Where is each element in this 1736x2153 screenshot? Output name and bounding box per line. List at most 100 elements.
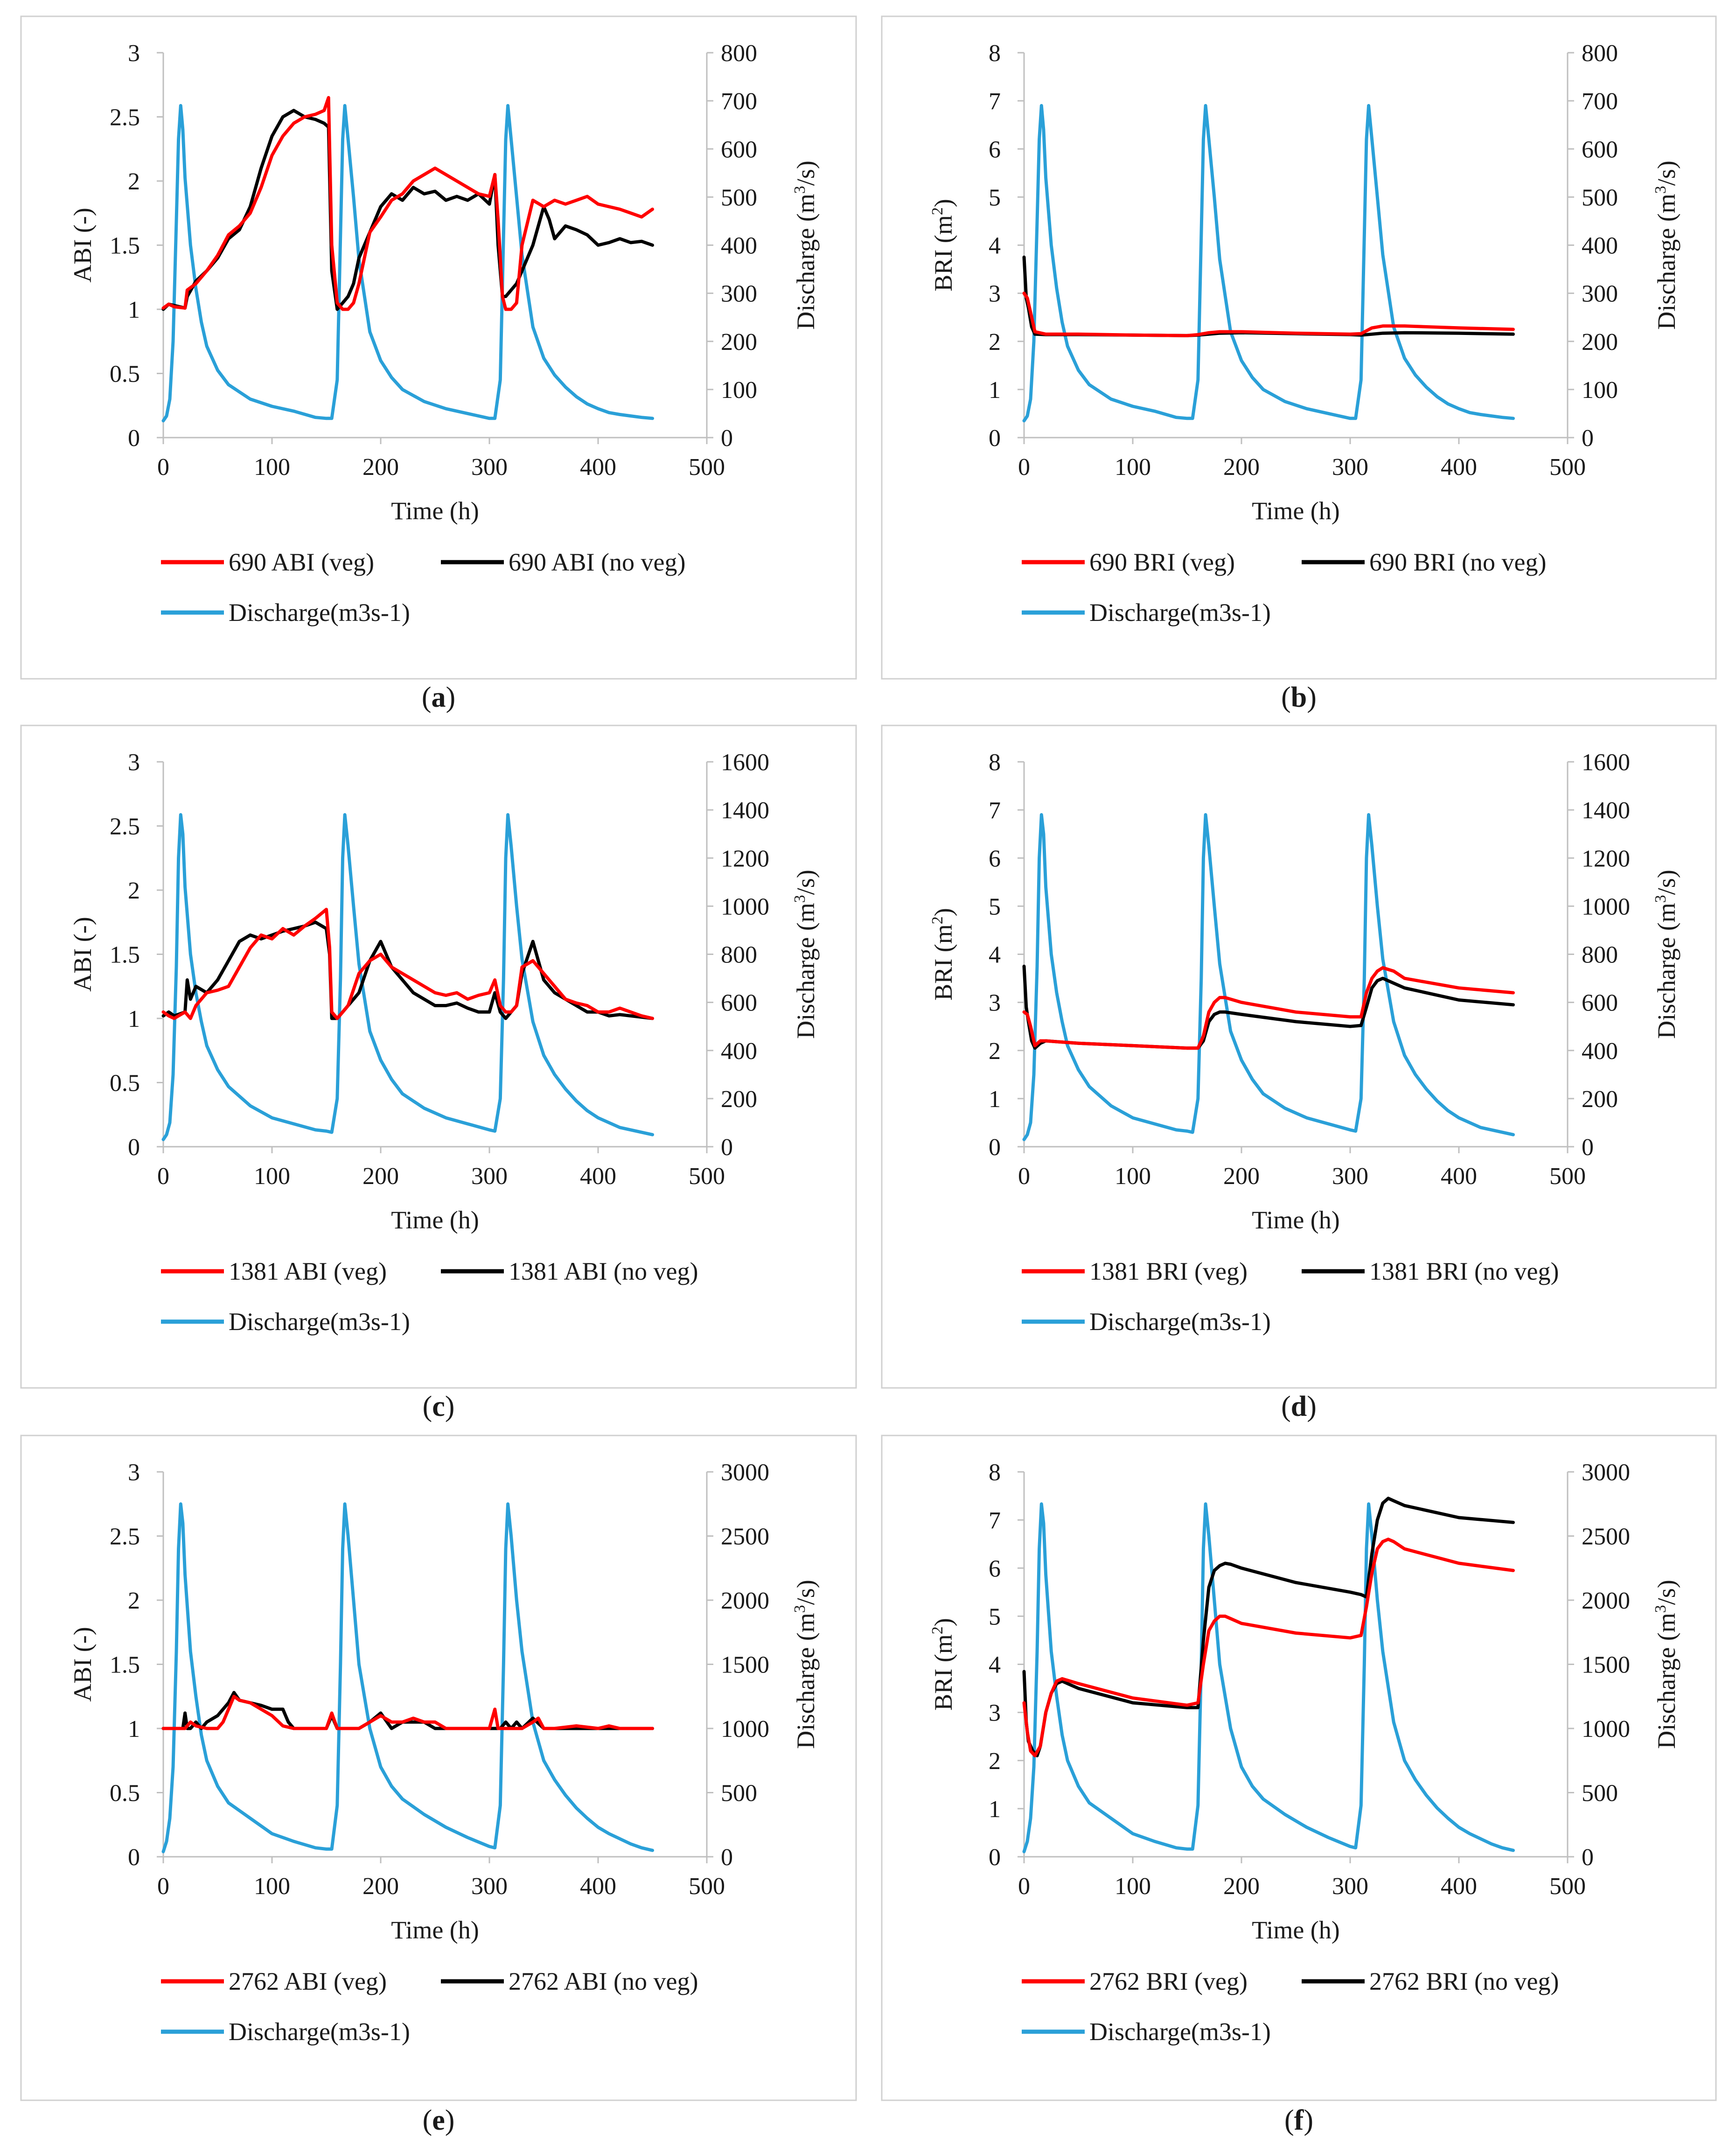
left-tick-label: 0.5 (110, 1070, 140, 1097)
right-title-main: Discharge (m (792, 194, 820, 329)
x-tick-label: 500 (689, 1163, 725, 1190)
left-axis-title: BRI (m2) (929, 908, 957, 1001)
right-title-main: Discharge (m (792, 1613, 820, 1749)
x-tick-label: 500 (1549, 1873, 1586, 1900)
panel-frame (20, 1435, 857, 2101)
right-axis-title: Discharge (m3/s) (1652, 1580, 1680, 1749)
left-tick-label: 8 (989, 40, 1001, 67)
left-tick-label: 4 (989, 942, 1001, 969)
right-tick-label: 400 (721, 233, 757, 259)
caption-paren: ( (1281, 682, 1291, 713)
panel-b: 0 1 2 3 4 5 6 7 8 0 100 200 300 400 500 600 700 800 0 100 20… (881, 15, 1717, 680)
right-tick-label: 600 (721, 136, 757, 163)
x-tick-label: 400 (580, 1163, 616, 1190)
right-title-end: /s) (792, 870, 820, 895)
left-tick-label: 1 (128, 1716, 140, 1742)
left-title-main: BRI (m (929, 1634, 957, 1711)
x-axis-title: Time (h) (391, 1916, 479, 1944)
left-tick-label: 0 (989, 1134, 1001, 1161)
left-tick-label: 1 (128, 1006, 140, 1032)
series-discharge-line (1022, 1502, 1515, 1853)
right-title-sup: 3 (1652, 186, 1669, 194)
x-tick-label: 300 (1332, 1163, 1368, 1190)
x-axis-title: Time (h) (1252, 1206, 1340, 1234)
panel-caption-f: (f) (1284, 2104, 1313, 2136)
left-tick-label: 1 (989, 1086, 1001, 1113)
left-tick-label: 3 (989, 281, 1001, 307)
right-tick-label: 800 (721, 40, 757, 67)
right-tick-label: 200 (721, 329, 757, 355)
series-veg-line (161, 96, 654, 311)
legend-label: 1381 ABI (veg) (229, 1257, 387, 1285)
x-tick-label: 500 (1549, 1163, 1586, 1190)
caption-paren: ) (1304, 2104, 1313, 2136)
series-discharge-line (161, 1502, 654, 1853)
caption-paren: ( (422, 682, 432, 713)
caption-letter: f (1294, 2104, 1304, 2136)
left-tick-label: 5 (989, 893, 1001, 920)
left-tick-label: 6 (989, 1555, 1001, 1582)
right-tick-label: 200 (1582, 329, 1618, 355)
left-tick-label: 2 (989, 1038, 1001, 1065)
panel-caption-c: (c) (423, 1391, 455, 1422)
left-axis-title: ABI (-) (69, 1627, 97, 1701)
panel-frame (20, 725, 857, 1389)
right-tick-label: 300 (721, 281, 757, 307)
left-title-end: ) (929, 199, 957, 207)
legend-label: 690 BRI (veg) (1089, 548, 1235, 576)
series-veg-line (1022, 966, 1515, 1050)
right-title-sup: 3 (791, 186, 809, 194)
right-tick-label: 100 (721, 377, 757, 404)
right-tick-label: 500 (1582, 1780, 1618, 1807)
left-tick-label: 0.5 (110, 1780, 140, 1807)
right-tick-label: 500 (1582, 184, 1618, 211)
series-veg-line (161, 907, 654, 1020)
caption-letter: d (1291, 1391, 1307, 1422)
right-tick-label: 0 (1582, 1134, 1594, 1161)
left-tick-label: 2.5 (110, 105, 140, 131)
left-title-end: ) (929, 1618, 957, 1626)
x-tick-label: 400 (580, 1873, 616, 1900)
series-veg-line (161, 1694, 654, 1730)
right-title-end: /s) (1652, 160, 1680, 186)
caption-letter: c (432, 1391, 445, 1422)
right-title-sup: 3 (1652, 895, 1669, 903)
right-title-end: /s) (792, 1580, 820, 1605)
left-tick-label: 0 (989, 425, 1001, 452)
left-tick-label: 2 (128, 1588, 140, 1614)
x-tick-label: 200 (1223, 454, 1260, 481)
left-tick-label: 7 (989, 1507, 1001, 1534)
right-tick-label: 1500 (721, 1652, 769, 1679)
right-tick-label: 0 (721, 1134, 733, 1161)
x-tick-label: 0 (1018, 1873, 1030, 1900)
legend-label: 2762 BRI (no veg) (1369, 1967, 1559, 1995)
panel-frame (20, 15, 857, 680)
x-tick-label: 500 (689, 1873, 725, 1900)
right-title-sup: 3 (791, 1605, 809, 1613)
left-tick-label: 0.5 (110, 361, 140, 388)
series-discharge-line (161, 104, 654, 423)
left-tick-label: 7 (989, 88, 1001, 115)
panel-c: 00.511.522.53020040060080010001200140016… (20, 725, 857, 1389)
caption-paren: ( (423, 2104, 432, 2136)
x-tick-label: 100 (254, 454, 290, 481)
caption-paren: ( (1284, 2104, 1294, 2136)
legend-label: Discharge(m3s-1) (1089, 1308, 1271, 1336)
left-tick-label: 1 (989, 1796, 1001, 1823)
legend-label: 690 BRI (no veg) (1369, 548, 1546, 576)
legend-label: 1381 ABI (no veg) (509, 1257, 698, 1285)
left-tick-label: 2 (989, 1748, 1001, 1775)
panel-caption-a: (a) (422, 682, 455, 713)
caption-paren: ) (446, 682, 456, 713)
left-title-sup: 2 (929, 207, 946, 215)
right-tick-label: 1400 (1582, 797, 1630, 824)
right-title-end: /s) (792, 160, 820, 186)
x-tick-label: 100 (1115, 1873, 1151, 1900)
right-tick-label: 1600 (1582, 749, 1630, 776)
legend-label: Discharge(m3s-1) (1089, 599, 1271, 627)
right-tick-label: 400 (1582, 1038, 1618, 1065)
left-tick-label: 3 (989, 1700, 1001, 1727)
caption-paren: ) (445, 2104, 455, 2136)
right-tick-label: 200 (1582, 1086, 1618, 1113)
